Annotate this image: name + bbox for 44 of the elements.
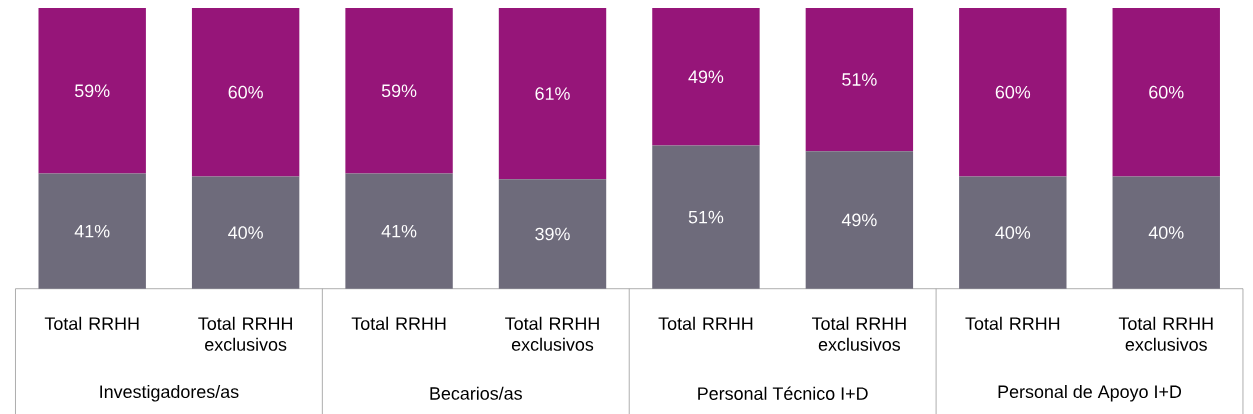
bar [805, 7, 914, 152]
bar [805, 151, 914, 289]
bar [38, 173, 146, 289]
data-label: 49% [688, 70, 724, 84]
data-label: 41% [74, 224, 110, 238]
data-label: 40% [995, 226, 1031, 239]
bar [1112, 176, 1220, 289]
x-tick-label: Total RRHH exclusivos [811, 316, 906, 351]
x-tick-label: Total RRHH [351, 316, 446, 330]
x-tick-label: Total RRHH [44, 316, 139, 330]
data-label: 40% [1148, 226, 1184, 239]
data-label: 51% [688, 210, 724, 224]
data-label: 40% [228, 226, 263, 239]
bar [959, 176, 1067, 289]
data-label: 39% [535, 227, 570, 241]
data-label: 60% [995, 85, 1031, 99]
data-label: 59% [74, 84, 110, 98]
x-tick-label: Total RRHH [658, 316, 753, 330]
data-label: 41% [381, 224, 417, 238]
bar [652, 145, 760, 289]
text: Personal Técnico I+D [698, 386, 868, 400]
bar [498, 179, 607, 289]
bar [191, 176, 300, 289]
bar [1112, 7, 1220, 177]
bar [345, 7, 453, 174]
data-label: 59% [381, 84, 417, 98]
bar [652, 7, 760, 146]
data-label: 61% [535, 87, 570, 100]
text: Personal de Apoyo I+D [998, 384, 1182, 402]
x-tick-label: Total RRHH exclusivos [505, 316, 599, 351]
data-label: 49% [841, 213, 877, 227]
bar [345, 173, 453, 289]
x-tick-label: Total RRHH exclusivos [198, 316, 292, 351]
bar [38, 7, 146, 174]
bar [498, 7, 607, 180]
data-label: 60% [228, 85, 263, 99]
bar [191, 7, 300, 177]
x-tick-label: Total RRHH exclusivos [1118, 316, 1213, 351]
data-label: 60% [1149, 85, 1184, 99]
x-tick-label: Total RRHH [965, 316, 1060, 330]
text: Investigadores/as [100, 384, 239, 402]
text: Becarios/as [430, 386, 522, 400]
data-label: 51% [842, 73, 877, 86]
bar [959, 7, 1067, 177]
